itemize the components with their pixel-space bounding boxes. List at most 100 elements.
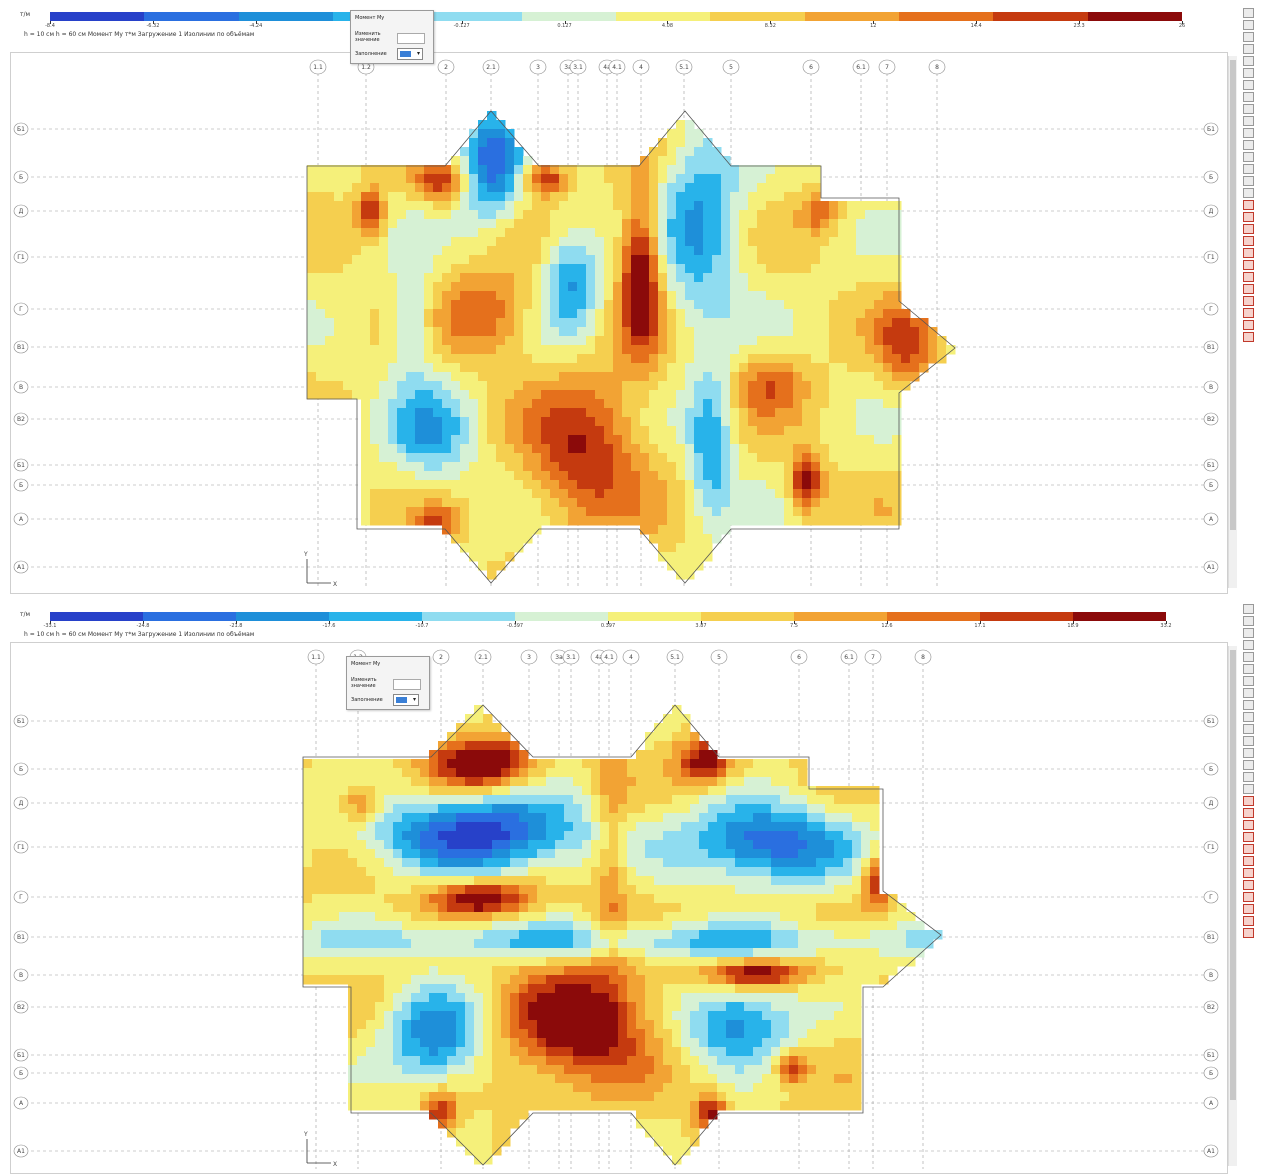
toolbar-button-icon[interactable]	[1242, 320, 1254, 330]
contour-cell	[618, 804, 628, 814]
contour-cell	[627, 759, 637, 769]
contour-cell	[469, 282, 479, 292]
toolbar-button-icon[interactable]	[1242, 308, 1254, 318]
contour-cell	[829, 444, 839, 454]
contour-cell	[303, 957, 313, 967]
toolbar-button-icon[interactable]	[1242, 116, 1254, 126]
contour-cell	[825, 822, 835, 832]
toolbar-button-icon[interactable]	[1242, 176, 1254, 186]
contour-cell	[681, 804, 691, 814]
contour-cell	[388, 507, 398, 517]
contour-cell	[586, 390, 596, 400]
toolbar-button-icon[interactable]	[1242, 140, 1254, 150]
scrollbar-thumb[interactable]	[1230, 60, 1236, 530]
contour-cell	[937, 336, 947, 346]
contour-cell	[793, 426, 803, 436]
contour-cell	[582, 930, 592, 940]
contour-cell	[622, 462, 632, 472]
contour-cell	[519, 804, 529, 814]
toolbar-button-icon[interactable]	[1242, 200, 1254, 210]
toolbar-button-icon[interactable]	[1242, 164, 1254, 174]
contour-cell	[433, 291, 443, 301]
contour-cell	[649, 327, 659, 337]
contour-cell	[667, 426, 677, 436]
contour-cell	[577, 309, 587, 319]
contour-cell	[811, 408, 821, 418]
contour-cell	[496, 246, 506, 256]
contour-cell	[559, 345, 569, 355]
toolbar-button-icon[interactable]	[1242, 56, 1254, 66]
contour-cell	[415, 228, 425, 238]
contour-cell	[370, 444, 380, 454]
toolbar-button-icon[interactable]	[1242, 188, 1254, 198]
toolbar-button-icon[interactable]	[1242, 332, 1254, 342]
toolbar-button-icon[interactable]	[1242, 44, 1254, 54]
contour-cell	[712, 444, 722, 454]
contour-cell	[649, 201, 659, 211]
toolbar-button-icon[interactable]	[1242, 248, 1254, 258]
contour-cell	[451, 381, 461, 391]
toolbar-button-icon[interactable]	[1242, 128, 1254, 138]
contour-cell	[771, 876, 781, 886]
contour-cell	[586, 480, 596, 490]
contour-cell	[600, 957, 610, 967]
contour-cell	[649, 264, 659, 274]
contour-cell	[789, 984, 799, 994]
contour-cell	[820, 408, 830, 418]
toolbar-button-icon[interactable]	[1242, 212, 1254, 222]
toolbar-button-icon[interactable]	[1242, 104, 1254, 114]
popup-value-input[interactable]	[397, 33, 425, 44]
contour-cell	[622, 237, 632, 247]
toolbar-button-icon[interactable]	[1242, 92, 1254, 102]
contour-cell	[424, 471, 434, 481]
popup-fill-select[interactable]: ▾	[397, 48, 423, 60]
axis-label-y: Б	[1209, 766, 1213, 773]
toolbar-button-icon[interactable]	[1242, 8, 1254, 18]
toolbar-button-icon[interactable]	[1242, 80, 1254, 90]
contour-cell	[681, 777, 691, 787]
toolbar-button-icon[interactable]	[1242, 224, 1254, 234]
axis-bubble	[1203, 170, 1219, 184]
contour-cell	[397, 237, 407, 247]
contour-cell	[384, 831, 394, 841]
toolbar-button-icon[interactable]	[1242, 152, 1254, 162]
toolbar-button-icon[interactable]	[1242, 284, 1254, 294]
contour-cell	[748, 255, 758, 265]
drawing-canvas[interactable]: 1.11.222.133а3.14а4.145.1566.178Б1Б1ББДД…	[10, 642, 1228, 1174]
contour-cell	[654, 849, 664, 859]
contour-cell	[712, 273, 722, 283]
contour-cell	[559, 390, 569, 400]
contour-cell	[852, 858, 862, 868]
contour-cell	[487, 453, 497, 463]
toolbar-button-icon[interactable]	[1242, 68, 1254, 78]
toolbar-button-icon[interactable]	[1242, 236, 1254, 246]
contour-cell	[789, 894, 799, 904]
toolbar-button-icon[interactable]	[1242, 20, 1254, 30]
moment-popup[interactable]: Момент My Изменить значение Заполнение ▾	[350, 10, 434, 64]
axis-label-y: А	[1209, 516, 1214, 523]
contour-cell	[631, 372, 641, 382]
contour-cell	[483, 1002, 493, 1012]
contour-cell	[487, 111, 497, 121]
toolbar-button-icon[interactable]	[1242, 32, 1254, 42]
vertical-scrollbar[interactable]	[1228, 56, 1237, 588]
toolbar-button-icon[interactable]	[1242, 260, 1254, 270]
contour-cell	[613, 309, 623, 319]
toolbar-button-icon[interactable]	[1242, 296, 1254, 306]
contour-cell	[492, 804, 502, 814]
contour-cell	[726, 993, 736, 1003]
contour-cell	[681, 912, 691, 922]
contour-cell	[555, 795, 565, 805]
contour-cell	[469, 543, 479, 553]
contour-cell	[627, 1011, 637, 1021]
contour-cell	[807, 795, 817, 805]
legend-tick-mark	[422, 621, 423, 624]
contour-cell	[559, 453, 569, 463]
legend-tick-mark	[770, 21, 772, 24]
contour-cell	[640, 156, 650, 166]
contour-cell	[829, 237, 839, 247]
contour-cell	[586, 507, 596, 517]
contour-cell	[865, 498, 875, 508]
toolbar-button-icon[interactable]	[1242, 272, 1254, 282]
